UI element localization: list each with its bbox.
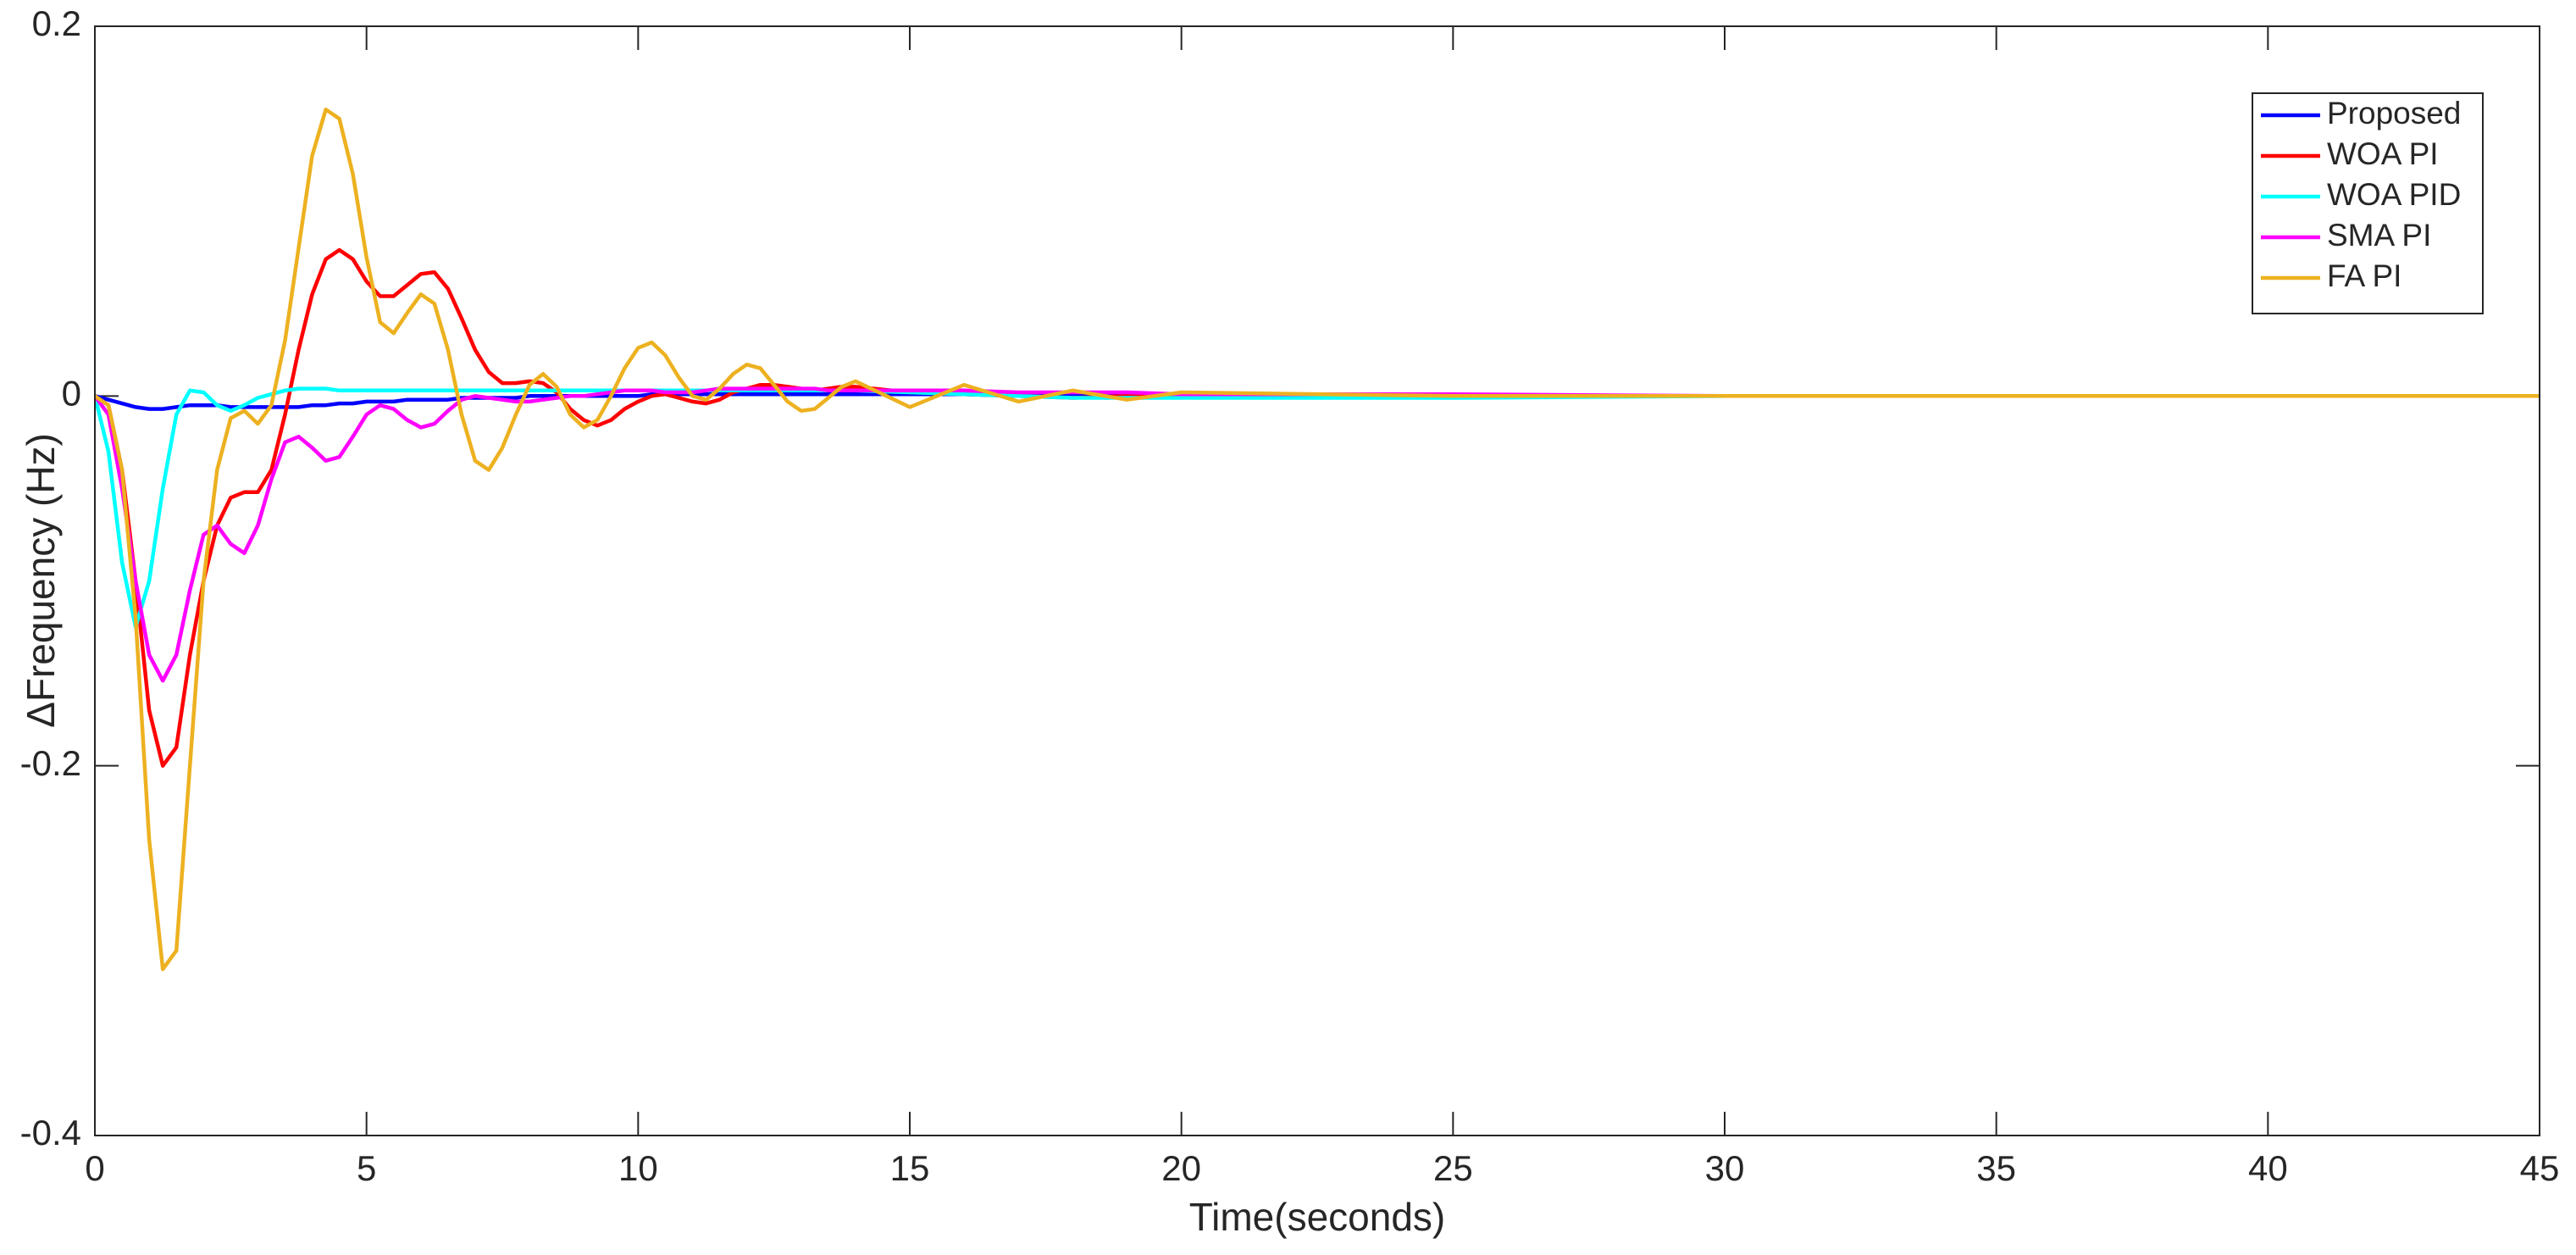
- x-tick-label: 25: [1433, 1148, 1473, 1188]
- legend-label: Proposed: [2327, 96, 2461, 130]
- x-tick-label: 15: [890, 1148, 930, 1188]
- x-tick-label: 20: [1161, 1148, 1201, 1188]
- legend-label: FA PI: [2327, 258, 2401, 293]
- x-tick-label: 40: [2248, 1148, 2288, 1188]
- x-tick-label: 35: [1976, 1148, 2016, 1188]
- series-line: [95, 391, 2540, 411]
- legend-label: SMA PI: [2327, 218, 2431, 253]
- x-tick-label: 5: [357, 1148, 376, 1188]
- x-tick-label: 10: [618, 1148, 658, 1188]
- legend-box: [2252, 92, 2484, 314]
- legend-label: WOA PI: [2327, 136, 2439, 171]
- x-axis-label: Time(seconds): [1189, 1195, 1445, 1239]
- y-tick-label: -0.4: [20, 1113, 81, 1152]
- y-tick-label: -0.2: [20, 743, 81, 783]
- x-tick-label: 30: [1705, 1148, 1745, 1188]
- y-axis-label: ΔFrequency (Hz): [19, 433, 63, 728]
- series-line: [95, 386, 2540, 683]
- series-line: [95, 247, 2540, 768]
- x-tick-label: 45: [2520, 1148, 2560, 1188]
- legend-label: WOA PID: [2327, 177, 2461, 212]
- y-tick-label: 0.2: [32, 3, 81, 43]
- x-tick-label: 0: [85, 1148, 104, 1188]
- series-line: [95, 107, 2540, 971]
- y-tick-label: 0: [62, 373, 81, 413]
- plot-frame: [94, 25, 2540, 1136]
